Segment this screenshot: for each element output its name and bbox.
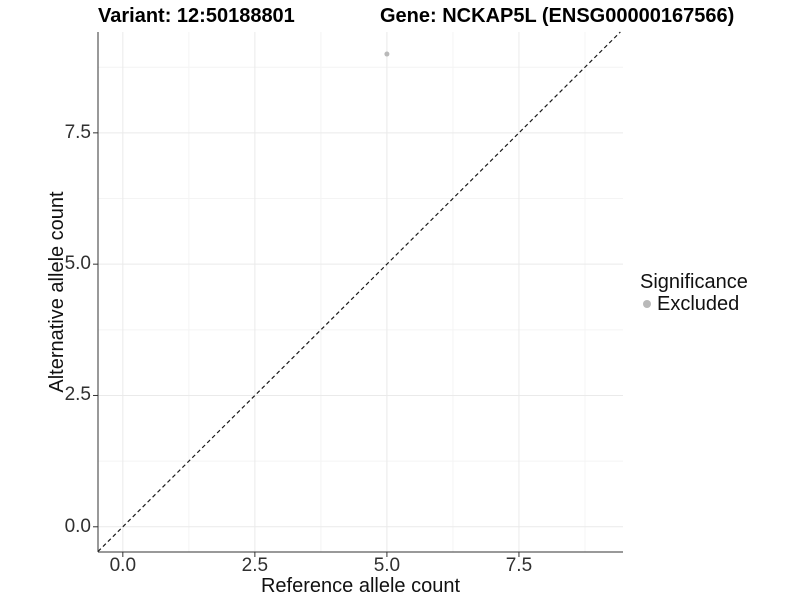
y-tick-label: 2.5 [64, 384, 91, 406]
legend-entry: Excluded [640, 293, 748, 315]
identity-dashed-line [97, 31, 621, 552]
legend-entries: Excluded [640, 293, 748, 315]
legend-entry-label: Excluded [657, 293, 740, 315]
legend-key-dot-icon [643, 300, 651, 308]
x-tick-label: 0.0 [109, 555, 137, 576]
x-tick-label: 2.5 [241, 555, 269, 576]
y-axis-title: Alternative allele count [46, 191, 68, 393]
legend-title: Significance [640, 271, 748, 293]
legend: Significance Excluded [640, 271, 748, 315]
plot-title-gene: Gene: NCKAP5L (ENSG00000167566) [380, 5, 735, 27]
y-tick-label: 5.0 [64, 253, 91, 275]
x-axis-title: Reference allele count [260, 575, 460, 597]
data-point [384, 51, 390, 57]
y-tick-label: 0.0 [64, 515, 91, 537]
x-tick-label: 5.0 [373, 555, 401, 576]
plot-title-variant: Variant: 12:50188801 [98, 5, 295, 27]
y-tick-label: 7.5 [64, 121, 91, 143]
x-tick-label: 7.5 [505, 555, 533, 576]
